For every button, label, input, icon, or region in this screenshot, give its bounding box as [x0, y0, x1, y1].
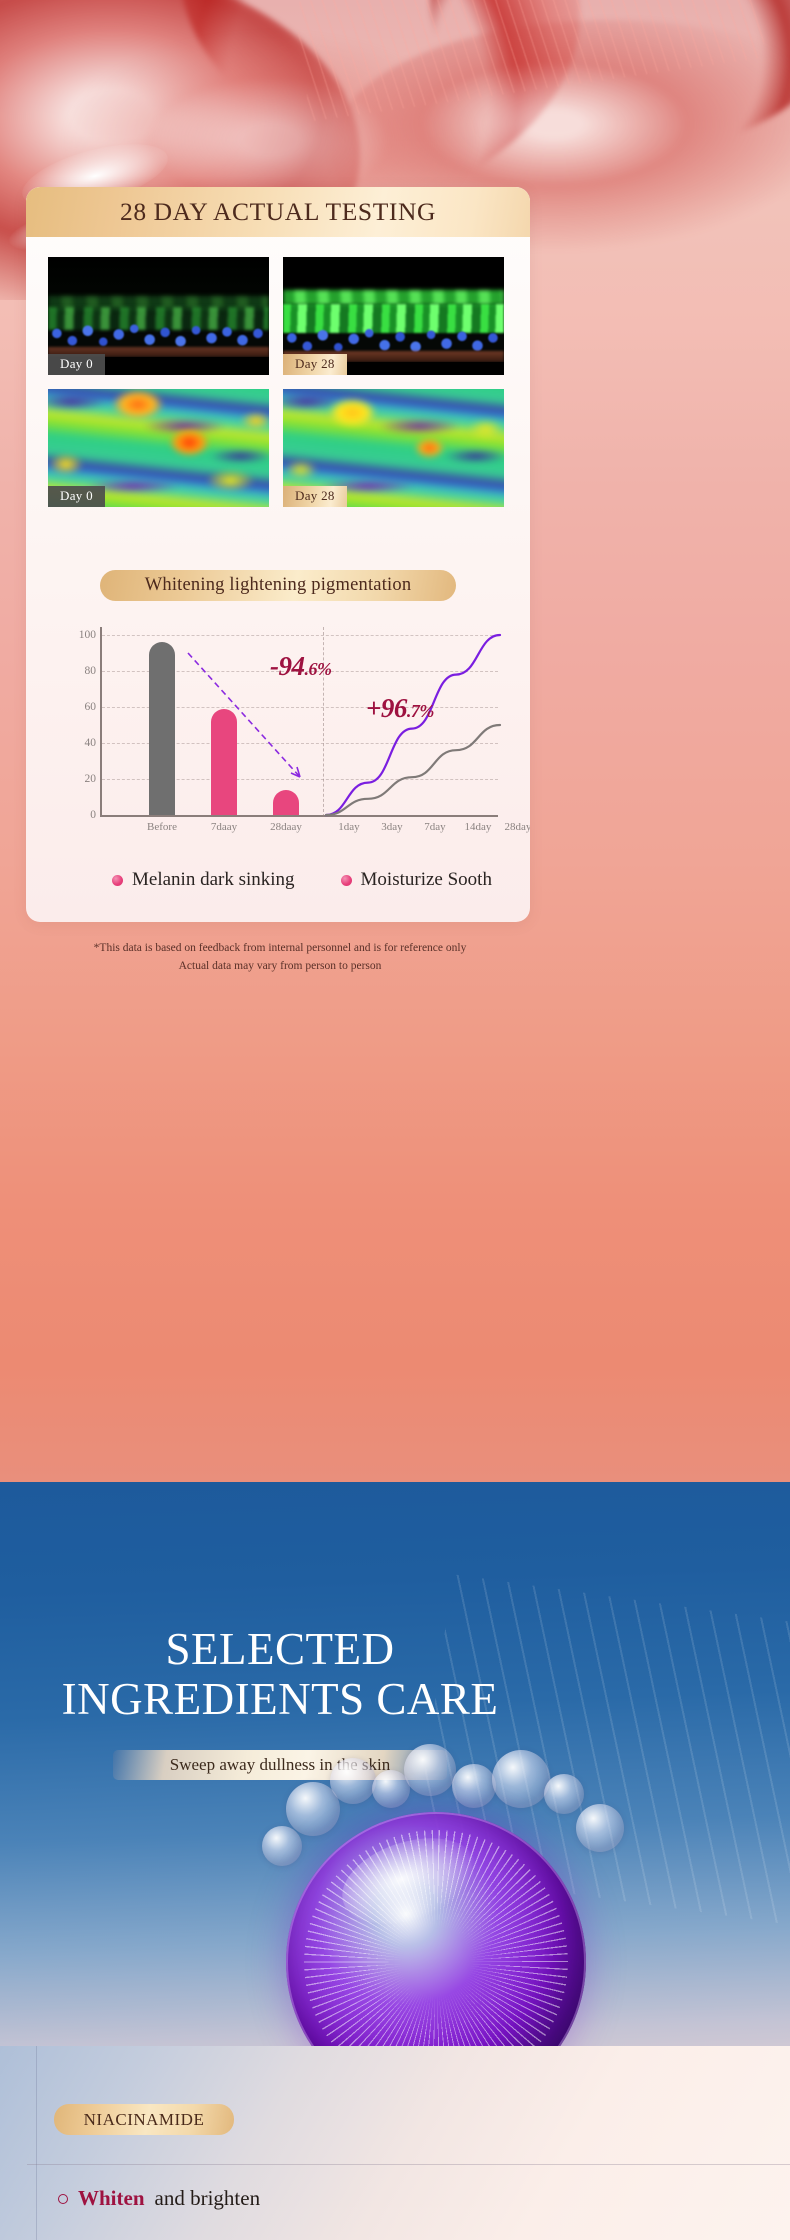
- x-tick-7day: 7day: [424, 821, 446, 833]
- headline-line-1: SELECTED: [165, 1624, 395, 1674]
- x-tick-7daay: 7daay: [210, 821, 238, 833]
- gridline: [102, 743, 498, 744]
- chart-legend: Melanin dark sinking Moisturize Sooth: [44, 869, 530, 891]
- ingredients-headline: SELECTED INGREDIENTS CARE: [0, 1624, 560, 1725]
- glass-bubble-icon: [576, 1804, 624, 1852]
- bar-28daay: [273, 789, 299, 815]
- card-title-banner: 28 DAY ACTUAL TESTING: [26, 187, 530, 237]
- y-tick-40: 40: [84, 737, 97, 749]
- disclaimer-line-1: *This data is based on feedback from int…: [93, 942, 467, 954]
- y-tick-0: 0: [90, 809, 96, 821]
- chart-section-pill: Whitening lightening pigmentation: [100, 570, 456, 601]
- glass-bubble-icon: [404, 1744, 456, 1796]
- image-row-fluorescence: Day 0 Day 28: [48, 257, 504, 375]
- annotation-main: +96: [366, 693, 407, 723]
- x-tick-28day: 28day: [504, 821, 530, 833]
- results-chart: 0 20 40 60 80 100 Before 7daay 28daay 1day 3day 7d…: [44, 619, 530, 864]
- glass-bubble-icon: [286, 1782, 340, 1836]
- page-title: 28 DAY ACTUAL TESTING: [119, 197, 436, 226]
- fluorescence-day0-image: Day 0: [48, 257, 269, 375]
- legend-item-melanin: Melanin dark sinking: [112, 869, 295, 891]
- glass-bubble-icon: [372, 1770, 410, 1808]
- disclaimer-line-2: Actual data may vary from person to pers…: [178, 959, 382, 972]
- decline-arrow-icon: [187, 652, 301, 778]
- gridline: [102, 635, 498, 636]
- image-caption: Day 28: [283, 354, 347, 375]
- line-control: [324, 723, 502, 817]
- glass-bubble-icon: [452, 1764, 496, 1808]
- y-tick-100: 100: [78, 629, 96, 641]
- ingredients-section: SELECTED INGREDIENTS CARE Sweep away dul…: [0, 1482, 790, 2240]
- purple-serum-orb-image: [286, 1812, 586, 2112]
- image-caption: Day 28: [283, 486, 347, 507]
- testing-card: 28 DAY ACTUAL TESTING Day 0: [26, 187, 530, 922]
- x-tick-1day: 1day: [338, 821, 360, 833]
- gridline: [102, 707, 498, 708]
- glass-bubble-icon: [544, 1774, 584, 1814]
- annotation-small: .7%: [406, 701, 435, 721]
- annotation-small: .6%: [304, 659, 333, 679]
- chart-plot-area: 0 20 40 60 80 100 Before 7daay 28daay 1day 3day 7d…: [79, 627, 530, 833]
- legend-label: Moisturize Sooth: [360, 869, 492, 890]
- image-caption: Day 0: [48, 486, 105, 507]
- chart-pill-label: Whitening lightening pigmentation: [144, 575, 412, 595]
- y-tick-60: 60: [84, 701, 97, 713]
- glass-bubble-icon: [330, 1758, 376, 1804]
- x-tick-Before: Before: [147, 821, 177, 833]
- x-tick-28daay: 28daay: [270, 821, 302, 833]
- legend-item-moisturize: Moisturize Sooth: [340, 869, 492, 891]
- fluorescence-day28-image: Day 28: [283, 257, 504, 375]
- annotation-main: -94: [270, 651, 305, 681]
- legend-dot-icon: [112, 874, 123, 886]
- annotation-moisture-change: +96.7%: [366, 693, 434, 724]
- glass-bubble-icon: [262, 1826, 302, 1866]
- glass-bubble-icon: [492, 1750, 550, 1808]
- chart-panel-divider: [323, 627, 324, 817]
- y-tick-20: 20: [84, 773, 97, 785]
- testing-section: 28 DAY ACTUAL TESTING Day 0: [0, 0, 790, 1482]
- annotation-melanin-change: -94.6%: [270, 651, 332, 682]
- legend-dot-icon: [340, 874, 352, 886]
- gridline: [102, 779, 498, 780]
- image-row-moisture-map: Day 0 Day 28: [48, 389, 504, 507]
- image-caption: Day 0: [48, 354, 105, 375]
- moisture-map-day0-image: Day 0: [48, 389, 269, 507]
- bar-7daay: [211, 708, 237, 815]
- line-series: [324, 633, 502, 817]
- disclaimer-text: *This data is based on feedback from int…: [0, 940, 560, 976]
- y-axis: [100, 627, 102, 817]
- headline-line-2: INGREDIENTS CARE: [61, 1674, 499, 1725]
- x-tick-14day: 14day: [464, 821, 492, 833]
- line-treated: [324, 633, 502, 817]
- legend-label: Melanin dark sinking: [132, 869, 295, 890]
- y-tick-80: 80: [84, 665, 97, 677]
- x-tick-3day: 3day: [381, 821, 403, 833]
- x-axis: [100, 815, 498, 817]
- bar-Before: [149, 642, 175, 815]
- gridline: [102, 671, 498, 672]
- moisture-map-day28-image: Day 28: [283, 389, 504, 507]
